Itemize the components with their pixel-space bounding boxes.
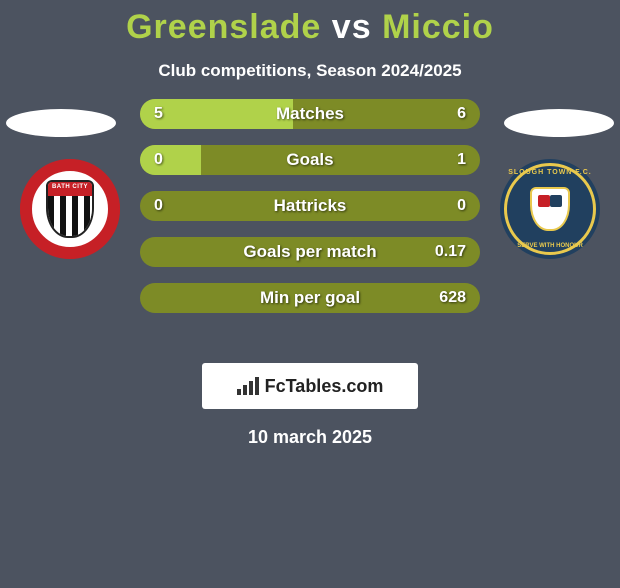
stat-bar-label: Min per goal xyxy=(140,283,480,313)
stat-bar-value-left: 0 xyxy=(154,191,163,221)
bar-chart-icon xyxy=(237,377,259,395)
stat-bar: Matches5 6 xyxy=(140,99,480,129)
stat-bar-value-left: 0 xyxy=(154,145,163,175)
badge-left-text: BATH CITY xyxy=(48,184,92,190)
stat-bar-label: Matches xyxy=(140,99,480,129)
stat-bar: Goals0 1 xyxy=(140,145,480,175)
date-text: 10 march 2025 xyxy=(0,427,620,448)
page-title: Greenslade vs Miccio xyxy=(0,8,620,47)
stat-bar-value-right: 628 xyxy=(439,283,466,313)
title-player1: Greenslade xyxy=(126,8,321,46)
stat-bar-label: Hattricks xyxy=(140,191,480,221)
source-box: FcTables.com xyxy=(202,363,418,409)
platform-right xyxy=(504,109,614,137)
platform-left xyxy=(6,109,116,137)
badge-right-text-bottom: SERVE WITH HONOUR xyxy=(500,243,600,249)
badge-right-text-top: SLOUGH TOWN F.C. xyxy=(500,169,600,176)
badge-left-shield: BATH CITY xyxy=(46,180,94,238)
source-text: FcTables.com xyxy=(265,376,384,397)
club-badge-left: BATH CITY xyxy=(20,159,120,259)
title-player2: Miccio xyxy=(382,8,494,46)
stat-bar-value-right: 0 xyxy=(457,191,466,221)
stat-bar: Min per goal628 xyxy=(140,283,480,313)
subtitle: Club competitions, Season 2024/2025 xyxy=(0,61,620,81)
stat-bar-value-left: 5 xyxy=(154,99,163,129)
stat-bar-label: Goals xyxy=(140,145,480,175)
stat-bar-label: Goals per match xyxy=(140,237,480,267)
stat-bar-value-right: 6 xyxy=(457,99,466,129)
badge-left-stripes xyxy=(48,196,92,236)
stat-bar-value-right: 1 xyxy=(457,145,466,175)
stat-bar: Goals per match0.17 xyxy=(140,237,480,267)
stat-bar: Hattricks0 0 xyxy=(140,191,480,221)
comparison-stage: BATH CITY SLOUGH TOWN F.C. SERVE WITH HO… xyxy=(0,99,620,359)
stat-bar-value-right: 0.17 xyxy=(435,237,466,267)
club-badge-right: SLOUGH TOWN F.C. SERVE WITH HONOUR xyxy=(500,159,600,259)
stat-bars: Matches56Goals01Hattricks00Goals per mat… xyxy=(140,99,480,329)
title-vs: vs xyxy=(332,8,372,46)
